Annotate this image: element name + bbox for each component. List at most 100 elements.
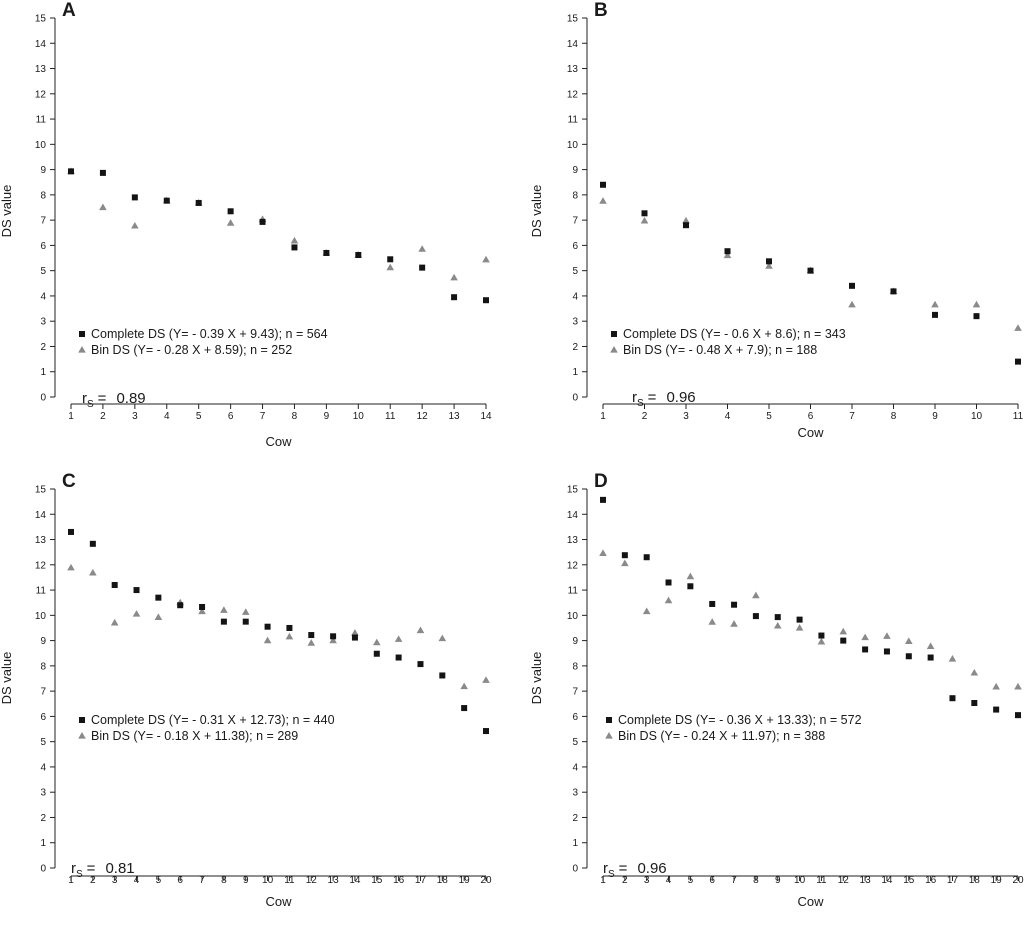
y-tick-label: 13	[567, 535, 579, 546]
legend-complete-marker	[606, 717, 612, 723]
x-tick-label: 1	[600, 411, 606, 422]
x-tick-label: 13	[328, 875, 340, 886]
y-tick-label: 6	[40, 712, 46, 723]
complete-ds-point	[242, 618, 249, 625]
y-tick-label: 14	[35, 39, 47, 50]
complete-ds-point	[600, 496, 606, 503]
x-tick-label: 13	[449, 411, 461, 422]
complete-ds-point	[330, 633, 337, 640]
y-tick-label: 4	[572, 291, 578, 302]
y-tick-label: 13	[567, 64, 579, 75]
x-tick-label: 4	[164, 411, 170, 422]
panel-letter: A	[62, 0, 76, 21]
y-tick-label: 7	[40, 216, 46, 227]
legend-bin-marker	[610, 346, 618, 353]
bin-ds-point	[682, 216, 690, 224]
bin-ds-point	[418, 245, 426, 252]
x-tick-label: 5	[196, 411, 202, 422]
y-tick-label: 10	[35, 611, 47, 622]
complete-ds-point	[89, 540, 96, 547]
bin-ds-point	[599, 197, 607, 204]
x-tick-label: 20	[1012, 875, 1024, 886]
x-tick-label: 17	[947, 875, 959, 886]
y-tick-label: 13	[35, 64, 47, 75]
complete-ds-point	[796, 616, 803, 623]
y-tick-label: 15	[35, 485, 47, 496]
y-tick-label: 5	[40, 737, 46, 748]
x-tick-label: 11	[284, 875, 295, 886]
bin-ds-point	[482, 676, 490, 683]
y-tick-label: 8	[572, 190, 578, 201]
complete-ds-point	[641, 210, 648, 217]
bin-ds-point	[817, 637, 826, 645]
complete-ds-point	[133, 587, 140, 594]
complete-ds-point	[862, 646, 869, 653]
complete-ds-point	[199, 603, 206, 610]
complete-ds-point	[373, 650, 380, 657]
x-tick-label: 1	[68, 875, 74, 886]
y-tick-label: 11	[36, 586, 47, 597]
x-tick-label: 9	[775, 875, 781, 886]
y-tick-label: 15	[567, 14, 579, 25]
complete-ds-point	[774, 614, 781, 621]
complete-ds-point	[1015, 712, 1021, 719]
complete-ds-point	[687, 583, 694, 590]
complete-ds-point	[818, 632, 825, 639]
complete-ds-point	[621, 552, 628, 559]
bin-ds-point	[460, 682, 468, 690]
rs-subscript: S	[76, 869, 83, 880]
bin-ds-point	[765, 262, 773, 269]
bin-ds-point	[99, 203, 107, 211]
y-tick-label: 0	[572, 864, 578, 875]
y-tick-label: 5	[572, 737, 578, 748]
complete-ds-point	[883, 648, 890, 655]
y-tick-label: 2	[40, 342, 46, 353]
y-tick-label: 15	[567, 485, 579, 496]
complete-ds-point	[600, 181, 606, 188]
bin-ds-point	[730, 620, 738, 627]
legend-complete-marker	[79, 717, 85, 723]
complete-ds-point	[308, 632, 315, 639]
x-tick-label: 2	[100, 411, 106, 422]
y-tick-label: 12	[35, 560, 47, 571]
legend-complete-label: Complete DS (Y= - 0.6 X + 8.6); n = 343	[623, 327, 846, 341]
rs-symbol: r	[603, 860, 608, 877]
bin-ds-point	[773, 621, 782, 629]
y-tick-label: 9	[40, 165, 46, 176]
bin-ds-point	[241, 608, 250, 615]
bin-ds-point	[904, 637, 913, 644]
spearman-rs-annotation: rS = 0.81	[71, 860, 135, 880]
rs-subscript: S	[637, 398, 644, 409]
x-tick-label: 13	[860, 875, 872, 886]
x-tick-label: 10	[794, 875, 806, 886]
complete-ds-point	[111, 582, 118, 589]
complete-ds-point	[419, 264, 426, 271]
y-tick-label: 8	[40, 190, 46, 201]
rs-subscript: S	[608, 869, 615, 880]
bin-ds-point	[394, 635, 403, 642]
panel-letter: D	[594, 471, 608, 492]
y-tick-label: 5	[40, 266, 46, 277]
y-tick-label: 10	[567, 611, 579, 622]
bin-ds-point	[640, 216, 649, 224]
y-tick-label: 9	[572, 165, 578, 176]
complete-ds-point	[1015, 358, 1021, 365]
legend-bin-label: Bin DS (Y= - 0.48 X + 7.9); n = 188	[623, 343, 817, 357]
bin-ds-point	[621, 559, 629, 567]
y-tick-label: 11	[568, 586, 579, 597]
x-tick-label: 14	[881, 875, 893, 886]
bin-ds-point	[839, 627, 848, 635]
x-tick-label: 4	[725, 411, 731, 422]
legend-complete-label: Complete DS (Y= - 0.39 X + 9.43); n = 56…	[91, 327, 328, 341]
y-tick-label: 3	[572, 788, 578, 799]
complete-ds-point	[155, 594, 162, 601]
y-tick-label: 0	[40, 393, 46, 404]
complete-ds-point	[220, 618, 227, 625]
y-tick-label: 10	[567, 140, 579, 151]
y-tick-label: 1	[40, 838, 46, 849]
complete-ds-point	[163, 197, 170, 204]
x-tick-label: 2	[622, 875, 628, 886]
legend-complete-label: Complete DS (Y= - 0.31 X + 12.73); n = 4…	[91, 713, 335, 727]
complete-ds-point	[395, 654, 402, 661]
